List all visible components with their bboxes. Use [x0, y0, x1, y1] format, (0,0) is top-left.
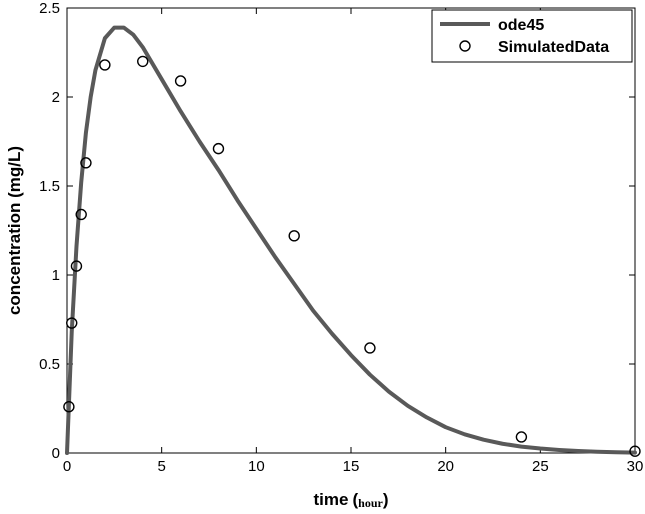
series-line-ode45 — [65, 25, 637, 455]
x-tick-label-10: 10 — [248, 458, 265, 475]
x-axis-label: time (hour) — [314, 490, 389, 510]
data-point-simulateddata-12 — [629, 445, 641, 457]
x-axis-label-name: time — [314, 490, 349, 509]
tick-labels: 0 5 10 15 20 25 30 0 0.5 1 1.5 2 2.5 — [39, 0, 643, 475]
legend-swatch-simulateddata — [459, 40, 471, 52]
y-tick-label-2: 2 — [52, 89, 60, 106]
data-point-simulateddata-0 — [63, 401, 75, 413]
data-point-simulateddata-9 — [288, 230, 300, 242]
y-tick-label-2.5: 2.5 — [39, 0, 60, 17]
x-tick-label-20: 20 — [437, 458, 454, 475]
data-point-simulateddata-4 — [80, 157, 92, 169]
y-axis-label: concentration (mg/L) — [5, 146, 24, 315]
data-point-simulateddata-8 — [212, 142, 225, 155]
y-tick-label-1: 1 — [52, 267, 60, 284]
axis-ticks — [66, 7, 636, 454]
data-point-simulateddata-7 — [174, 75, 187, 87]
data-point-simulateddata-11 — [515, 431, 528, 443]
legend: ode45 SimulatedData — [431, 9, 633, 63]
data-point-simulateddata-3 — [75, 208, 87, 221]
x-tick-label-15: 15 — [343, 458, 360, 475]
x-tick-label-5: 5 — [157, 458, 165, 475]
legend-label-simulateddata: SimulatedData — [498, 39, 609, 56]
x-tick-label-25: 25 — [532, 458, 549, 475]
data-point-simulateddata-5 — [99, 59, 111, 71]
data-point-simulateddata-2 — [70, 260, 83, 272]
series-layer — [63, 25, 641, 457]
y-tick-label-0: 0 — [52, 445, 60, 462]
legend-label-ode45: ode45 — [498, 17, 544, 34]
x-tick-label-30: 30 — [627, 458, 644, 475]
data-point-simulateddata-6 — [137, 55, 149, 68]
plot-area — [66, 7, 636, 454]
y-tick-label-1.5: 1.5 — [39, 178, 60, 195]
data-point-simulateddata-10 — [364, 342, 376, 354]
legend-box — [431, 9, 633, 63]
data-point-simulateddata-1 — [66, 317, 78, 329]
x-tick-label-0: 0 — [63, 458, 71, 475]
x-axis-label-unit: hour — [358, 496, 383, 510]
y-tick-label-0.5: 0.5 — [39, 356, 60, 373]
